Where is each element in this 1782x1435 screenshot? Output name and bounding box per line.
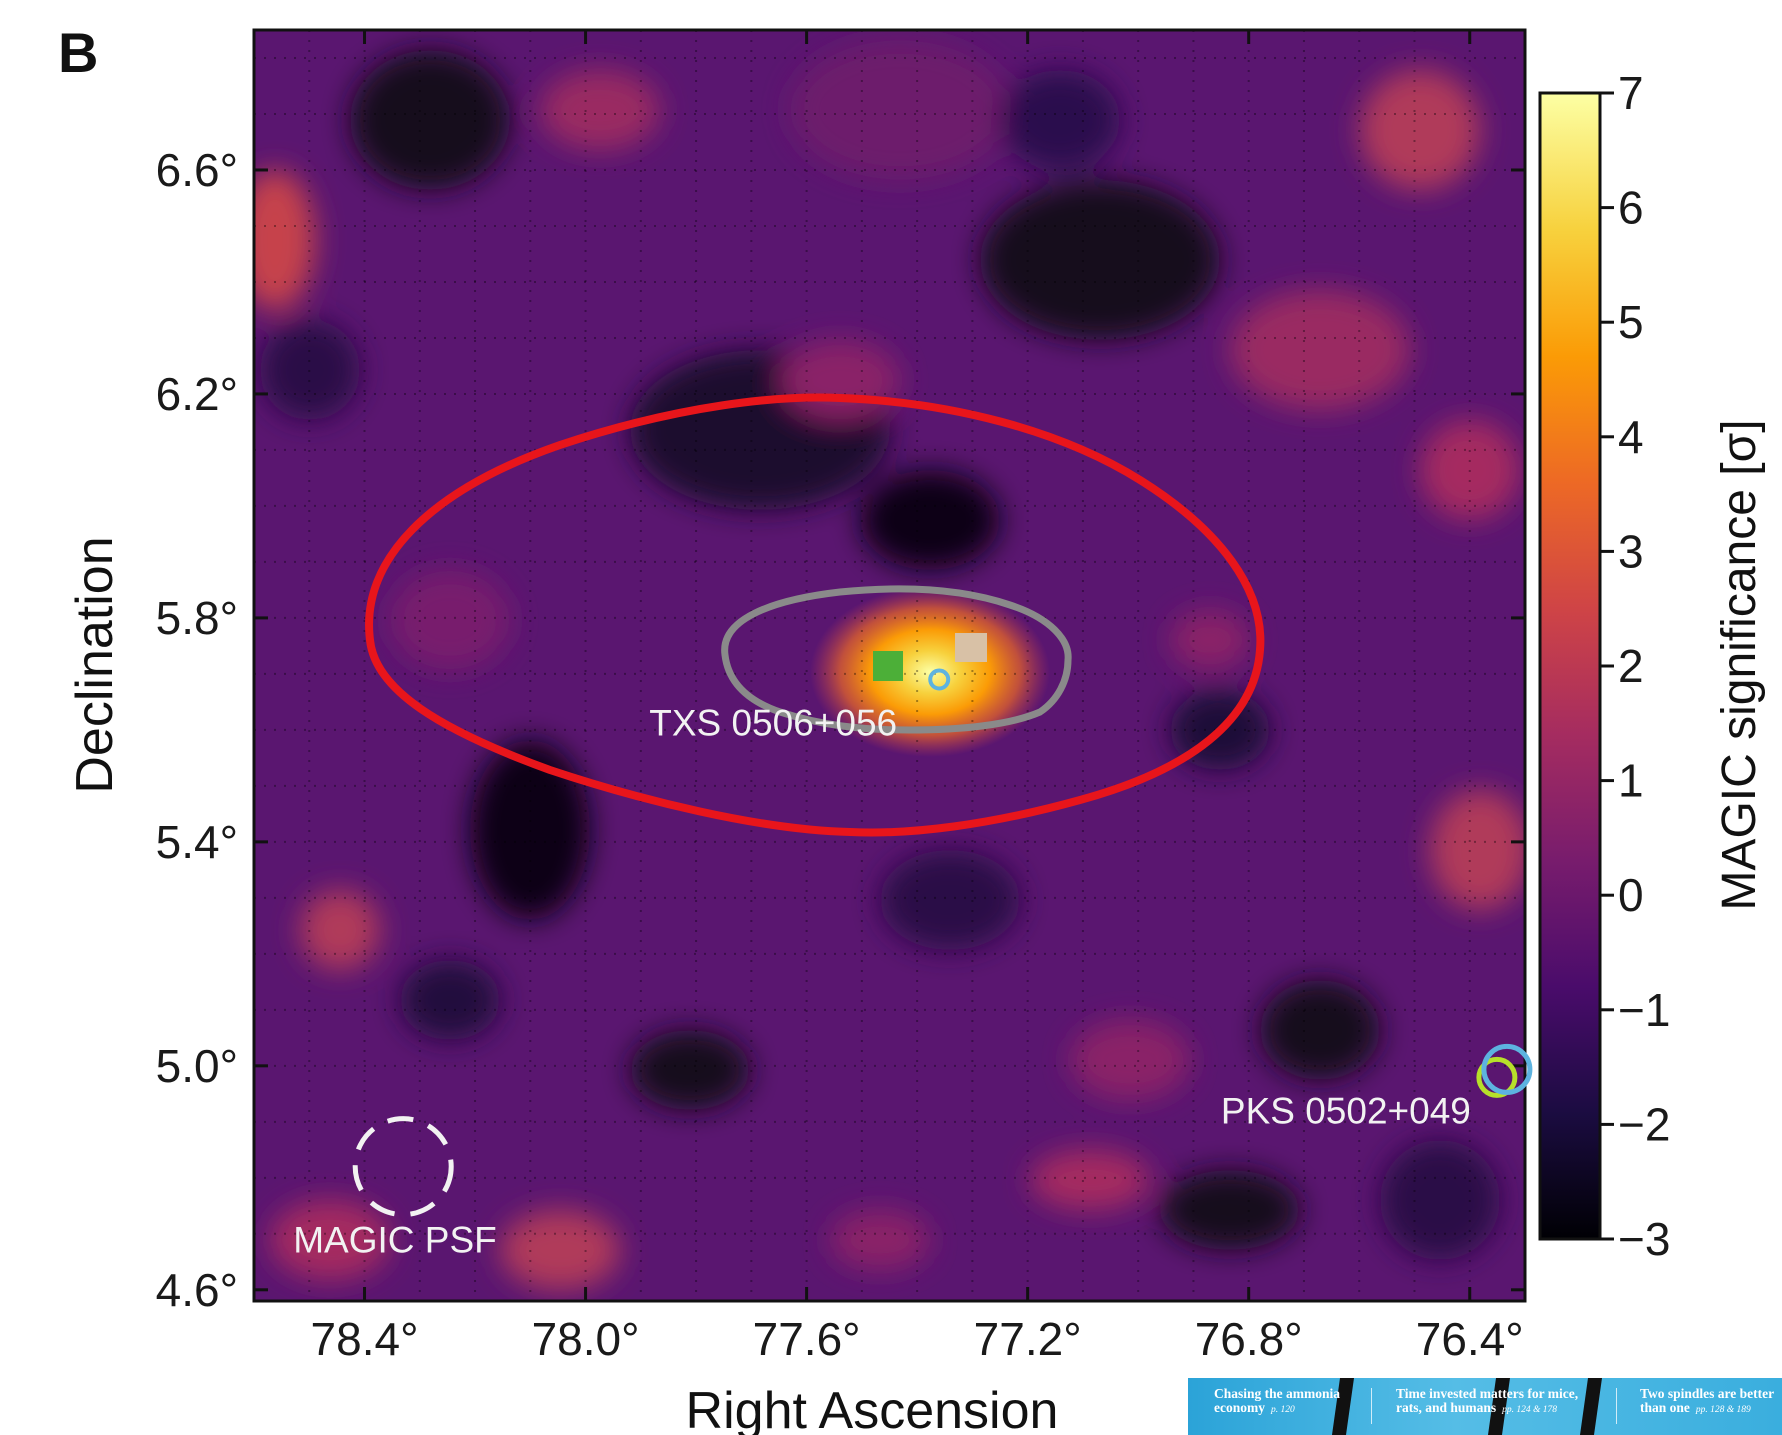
x-axis: 78.4° 78.0° 77.6° 77.2° 76.8° 76.4° xyxy=(311,30,1524,1365)
pks-marker-blue xyxy=(1481,1043,1533,1095)
pks-marker-yellow xyxy=(1476,1056,1518,1098)
colorbar-tick-label: 7 xyxy=(1618,67,1644,119)
x-tick-label: 77.2° xyxy=(974,1313,1082,1365)
x-tick-label: 77.6° xyxy=(753,1313,861,1365)
gridlines xyxy=(254,30,1525,1301)
neutrino-50pct-contour xyxy=(721,585,1072,734)
banner-item-2[interactable]: Time invested matters for mice, rats, an… xyxy=(1396,1387,1578,1417)
y-axis: 6.6° 6.2° 5.8° 5.4° 5.0° 4.6° xyxy=(156,144,1525,1316)
banner-item-2-line2: rats, and humans xyxy=(1396,1400,1497,1415)
journal-banner: Chasing the ammonia economy p. 120 Time i… xyxy=(1188,1378,1782,1435)
colorbar-tick-label: 6 xyxy=(1618,182,1644,234)
y-tick-label: 5.0° xyxy=(156,1040,238,1092)
beige-square-marker xyxy=(955,633,987,662)
txs-0506-label: TXS 0506+056 xyxy=(649,702,897,743)
colorbar-label: MAGIC significance [σ] xyxy=(1713,419,1766,910)
y-tick-label: 5.8° xyxy=(156,592,238,644)
banner-item-1-line1: Chasing the ammonia xyxy=(1214,1386,1341,1401)
colorbar-tick-label: 5 xyxy=(1618,296,1644,348)
hotspot xyxy=(810,587,1050,757)
x-tick-label: 76.4° xyxy=(1416,1313,1524,1365)
y-tick-label: 5.4° xyxy=(156,816,238,868)
x-tick-label: 78.4° xyxy=(311,1313,419,1365)
x-tick-label: 78.0° xyxy=(532,1313,640,1365)
banner-item-1-pages: p. 120 xyxy=(1271,1405,1295,1415)
y-tick-label: 6.6° xyxy=(156,144,238,196)
significance-heatmap xyxy=(254,30,1525,1301)
colorbar-tick-label: −3 xyxy=(1618,1213,1670,1265)
colorbar-tick-label: −1 xyxy=(1618,984,1670,1036)
colorbar-tick-label: 0 xyxy=(1618,869,1644,921)
banner-item-2-line1: Time invested matters for mice, xyxy=(1396,1386,1579,1401)
y-tick-label: 6.2° xyxy=(156,368,238,420)
banner-item-1[interactable]: Chasing the ammonia economy p. 120 xyxy=(1214,1387,1340,1417)
colorbar xyxy=(1538,91,1602,1241)
banner-item-3-pages: pp. 128 & 189 xyxy=(1695,1405,1751,1415)
y-axis-label: Declination xyxy=(66,536,124,793)
plot-frame xyxy=(252,28,1527,1303)
y-tick-label: 4.6° xyxy=(156,1264,238,1316)
banner-item-2-pages: pp. 124 & 178 xyxy=(1502,1405,1558,1415)
colorbar-tick-label: 3 xyxy=(1618,525,1644,577)
x-axis-label: Right Ascension xyxy=(686,1382,1059,1435)
banner-item-3-line1: Two spindles are better xyxy=(1640,1386,1775,1401)
banner-item-3[interactable]: Two spindles are better than one pp. 128 … xyxy=(1640,1387,1774,1417)
banner-item-3-line2: than one xyxy=(1640,1400,1690,1415)
green-square-marker xyxy=(873,651,903,681)
colorbar-ticks: 7 6 5 4 3 2 1 0 −1 −2 −3 xyxy=(1600,67,1670,1265)
pks-0502-label: PKS 0502+049 xyxy=(1221,1090,1471,1131)
colorbar-tick-label: −2 xyxy=(1618,1098,1670,1150)
colorbar-tick-label: 4 xyxy=(1618,411,1644,463)
banner-item-1-line2: economy xyxy=(1214,1400,1265,1415)
colorbar-tick-label: 2 xyxy=(1618,640,1644,692)
x-tick-label: 76.8° xyxy=(1195,1313,1303,1365)
magic-psf-circle xyxy=(352,1116,454,1218)
neutrino-90pct-contour xyxy=(365,393,1265,837)
txs-position-marker xyxy=(928,668,951,691)
magic-psf-label: MAGIC PSF xyxy=(293,1220,497,1261)
panel-label: B xyxy=(58,21,98,84)
colorbar-tick-label: 1 xyxy=(1618,755,1644,807)
